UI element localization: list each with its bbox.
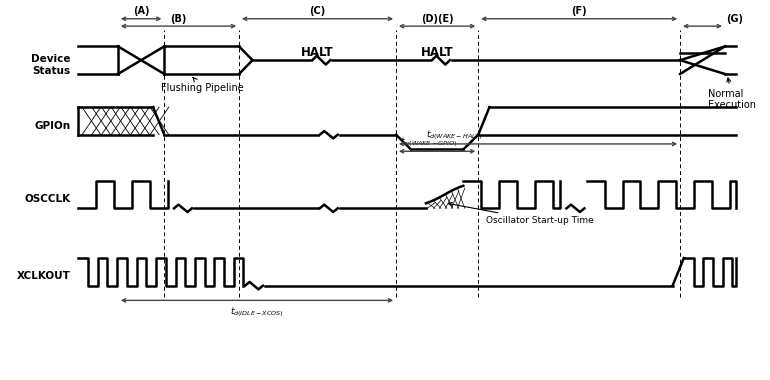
Text: Device
Status: Device Status: [32, 54, 71, 76]
Text: Normal
Execution: Normal Execution: [708, 78, 756, 110]
Text: (D)(E): (D)(E): [421, 14, 454, 24]
Text: Flushing Pipeline: Flushing Pipeline: [161, 78, 243, 93]
Text: OSCCLK: OSCCLK: [25, 194, 71, 204]
Text: (G): (G): [726, 14, 743, 24]
Text: Oscillator Start-up Time: Oscillator Start-up Time: [449, 203, 594, 225]
Text: XCLKOUT: XCLKOUT: [17, 271, 71, 282]
Text: $t_{w(WAKE-GPIO)}$: $t_{w(WAKE-GPIO)}$: [400, 136, 457, 149]
Text: (A): (A): [133, 6, 149, 16]
Text: $t_{d(WAKE-HALT)}$: $t_{d(WAKE-HALT)}$: [426, 128, 483, 142]
Text: (F): (F): [571, 6, 587, 16]
Text: HALT: HALT: [301, 46, 334, 59]
Text: (C): (C): [310, 6, 326, 16]
Text: HALT: HALT: [421, 46, 454, 59]
Text: (B): (B): [170, 14, 186, 24]
Text: GPIOn: GPIOn: [35, 120, 71, 130]
Text: $t_{d(IDLE-XCOS)}$: $t_{d(IDLE-XCOS)}$: [230, 305, 284, 318]
